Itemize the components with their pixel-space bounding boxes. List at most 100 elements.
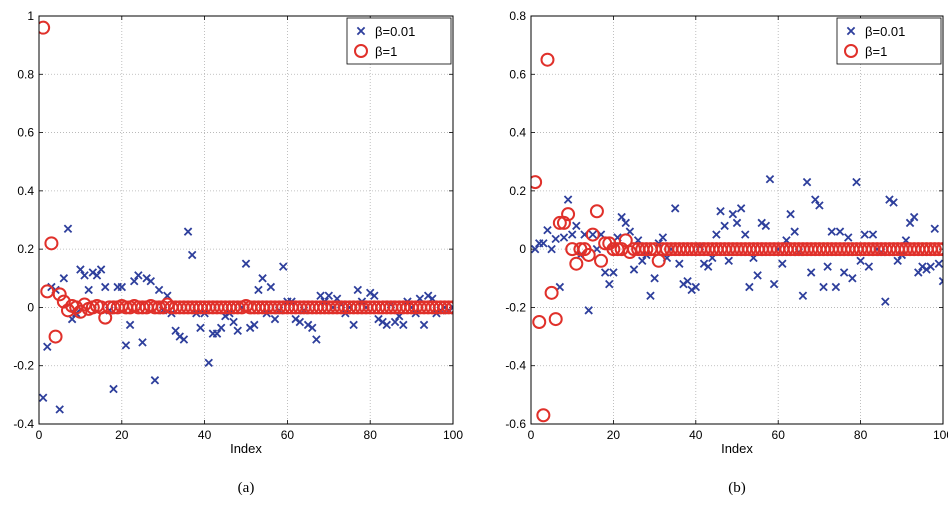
data-point-cross [806, 268, 816, 277]
data-point-circle [927, 242, 942, 257]
series-circle [531, 52, 943, 423]
data-point-cross [658, 233, 668, 242]
x-axis-label: Index [230, 441, 262, 456]
data-point-circle [581, 247, 596, 262]
data-point-cross [154, 285, 164, 295]
legend-label: β=0.01 [865, 24, 905, 39]
legend-label: β=1 [375, 44, 397, 59]
data-point-circle [52, 287, 67, 302]
data-point-cross [839, 268, 849, 277]
data-point-cross [811, 195, 820, 204]
data-point-cross [254, 285, 263, 295]
y-tick-label: -0.4 [505, 359, 526, 373]
x-tick-label: 20 [115, 428, 129, 442]
data-point-cross [279, 262, 288, 271]
data-point-cross [125, 320, 135, 330]
data-point-cross [926, 262, 935, 271]
data-point-cross [543, 225, 552, 235]
data-point-cross [753, 271, 762, 280]
x-tick-label: 60 [772, 428, 786, 442]
data-point-circle [441, 300, 453, 315]
chart-panel-b: 0 20 40 60 80 100 -0.6 -0.4 -0.2 0 0.2 0.4 0.6 0.8 β=0… [505, 9, 948, 496]
data-point-cross [831, 282, 841, 292]
data-point-cross [778, 259, 787, 268]
data-point-cross [539, 239, 548, 248]
data-point-circle [531, 175, 543, 190]
data-point-cross [720, 221, 729, 231]
data-point-cross [419, 320, 429, 330]
data-point-cross [312, 335, 321, 344]
y-tick-label: 0.8 [509, 9, 526, 23]
data-point-circle [561, 207, 576, 222]
data-point-circle [544, 285, 559, 300]
data-point-circle [540, 52, 555, 67]
data-point-cross [868, 230, 878, 239]
data-point-cross [930, 224, 939, 233]
data-point-cross [889, 198, 898, 207]
data-point-circle [548, 312, 563, 327]
legend-marker-circle [844, 44, 858, 58]
data-point-cross [798, 291, 808, 301]
data-point-cross [399, 320, 408, 330]
panel-caption: (a) [238, 480, 255, 496]
y-tick-label: 0.2 [17, 242, 34, 256]
data-point-cross [852, 177, 861, 187]
data-point-cross [117, 282, 127, 292]
x-tick-label: 80 [854, 428, 868, 442]
data-point-cross [101, 282, 110, 292]
data-point-cross [138, 338, 147, 347]
legend-marker-cross [846, 26, 856, 36]
data-point-cross [790, 227, 799, 236]
y-tick-label: 0 [27, 300, 34, 314]
data-point-cross [881, 297, 890, 306]
data-point-cross [92, 271, 102, 280]
data-point-circle [552, 215, 567, 230]
data-point-circle [594, 253, 609, 268]
data-point-cross [860, 230, 869, 239]
data-point-cross [567, 230, 577, 239]
data-point-cross [308, 323, 317, 333]
data-point-cross [233, 326, 242, 335]
y-tick-label: 0.6 [509, 67, 526, 81]
data-point-cross [893, 256, 902, 266]
data-point-cross [109, 384, 118, 394]
data-point-cross [212, 329, 222, 338]
data-point-circle [556, 215, 571, 230]
data-point-cross [802, 177, 812, 187]
data-point-cross [204, 358, 213, 368]
data-point-circle [446, 300, 453, 315]
y-tick-label: 0.8 [17, 67, 34, 81]
data-point-circle [536, 408, 551, 423]
data-point-cross [934, 259, 943, 268]
data-point-cross [617, 212, 626, 222]
data-point-circle [73, 304, 88, 319]
data-point-cross [76, 265, 85, 274]
data-point-cross [134, 271, 143, 280]
data-point-cross [786, 209, 795, 219]
y-tick-label: 0 [519, 242, 526, 256]
data-point-cross [572, 221, 581, 231]
data-point-cross [584, 306, 593, 315]
plot-area [39, 16, 453, 424]
axes-frame [38, 15, 454, 425]
data-point-cross [266, 282, 276, 292]
data-point-cross [609, 268, 618, 277]
data-point-cross [39, 393, 48, 403]
data-point-cross [55, 405, 64, 414]
x-tick-label: 0 [528, 428, 535, 442]
data-point-cross [382, 320, 391, 330]
x-tick-label: 100 [443, 428, 463, 442]
data-point-cross [353, 285, 363, 295]
x-axis-label: Index [721, 441, 753, 456]
data-point-cross [732, 218, 742, 228]
data-point-circle [48, 329, 63, 344]
data-point-cross [547, 244, 556, 254]
data-point-circle [606, 242, 621, 257]
data-point-cross [171, 326, 180, 335]
data-point-cross [835, 227, 845, 236]
data-point-cross [856, 256, 865, 266]
data-point-cross [588, 230, 598, 239]
data-point-cross [712, 230, 721, 239]
data-point-cross [250, 320, 259, 330]
data-point-cross [848, 274, 857, 283]
